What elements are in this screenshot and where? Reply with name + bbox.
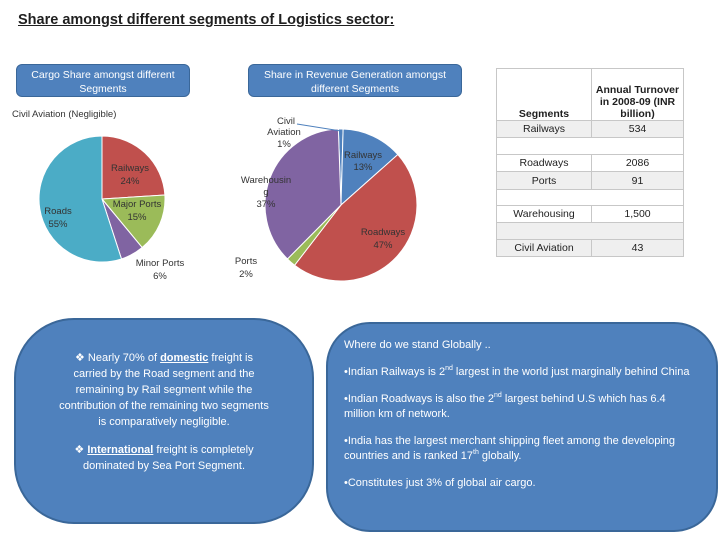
table-cell-segment: Roadways xyxy=(496,154,592,172)
pie2-value-warehousing: 37% xyxy=(256,199,276,210)
pie1-value-minor-ports: 6% xyxy=(153,271,167,282)
global-point-shipping: •India has the largest merchant shipping… xyxy=(344,435,676,462)
pie2-slice-warehousing xyxy=(264,128,342,260)
pie1-slice-roads xyxy=(38,135,123,263)
page-title: Share amongst different segments of Logi… xyxy=(18,12,395,28)
table-cell-value: 534 xyxy=(591,120,684,138)
pie2-slice-roadways xyxy=(293,153,418,282)
domestic-freight-panel: ❖ Nearly 70% of domestic freight is carr… xyxy=(14,318,314,524)
pie2-label-roadways: Roadways xyxy=(361,227,406,238)
table-cell-value: 2086 xyxy=(591,154,684,172)
global-point-air-cargo: •Constitutes just 3% of global air cargo… xyxy=(344,477,536,489)
pie2-label-warehousing-1: Warehousin xyxy=(241,175,291,186)
pie2-label-civil-aviation-2: Aviation xyxy=(267,127,301,138)
table-row: Railways 534 xyxy=(496,120,684,138)
pie2-value-roadways: 47% xyxy=(373,240,393,251)
table-cell-value: 1,500 xyxy=(591,205,684,223)
pie1-slice-major-ports xyxy=(100,194,166,249)
table-header-segments: Segments xyxy=(496,68,592,121)
domestic-freight-bullet: ❖ Nearly 70% of domestic freight is carr… xyxy=(59,352,269,428)
table-row: Ports 91 xyxy=(496,171,684,190)
table-cell-segment: Railways xyxy=(496,120,592,138)
pie1-value-major-ports: 15% xyxy=(127,212,147,223)
annual-turnover-table: Segments Annual Turnover in 2008-09 (INR… xyxy=(496,68,684,257)
global-point-railways: •Indian Railways is 2nd largest in the w… xyxy=(344,365,690,378)
table-header-turnover: Annual Turnover in 2008-09 (INR billion) xyxy=(591,68,684,121)
global-point-roadways: •Indian Roadways is also the 2nd largest… xyxy=(344,392,666,420)
pie1-value-railways: 24% xyxy=(120,176,140,187)
pie1-value-roads: 55% xyxy=(48,219,68,230)
pie1-label-minor-ports: Minor Ports xyxy=(136,258,185,269)
cargo-chart-title: Cargo Share amongst different Segments xyxy=(16,64,190,97)
pie2-label-railways: Railways xyxy=(344,150,382,161)
pie2-label-ports: Ports xyxy=(235,256,257,267)
pie1-label-major-ports: Major Ports xyxy=(113,199,162,210)
pie2-label-warehousing-2: g xyxy=(263,187,268,198)
global-standing-panel: Where do we stand Globally .. •Indian Ra… xyxy=(326,322,718,532)
table-row: Warehousing 1,500 xyxy=(496,205,684,223)
pie2-slice-railways xyxy=(340,128,399,207)
table-cell-value: 91 xyxy=(591,171,684,190)
cargo-share-pie xyxy=(38,135,166,263)
pie1-label-roads: Roads xyxy=(44,206,72,217)
diamond-bullet-icon: ❖ xyxy=(74,444,85,456)
pie2-value-railways: 13% xyxy=(353,162,373,173)
table-cell-segment: Civil Aviation xyxy=(496,239,592,257)
pie2-value-ports: 2% xyxy=(239,269,253,280)
international-freight-bullet: ❖ International freight is completely do… xyxy=(74,444,254,472)
civil-aviation-note: Civil Aviation (Negligible) xyxy=(12,109,116,120)
pie1-label-railways: Railways xyxy=(111,163,149,174)
pie1-slice-railways xyxy=(101,135,166,200)
civil-aviation-leader-line xyxy=(296,123,342,132)
pie2-value-civil-aviation: 1% xyxy=(277,139,291,150)
diamond-bullet-icon: ❖ xyxy=(74,352,85,364)
revenue-chart-title: Share in Revenue Generation amongst diff… xyxy=(248,64,462,97)
pie2-label-civil-aviation-1: Civil xyxy=(277,116,295,127)
table-row: Civil Aviation 43 xyxy=(496,239,684,257)
table-row: Roadways 2086 xyxy=(496,154,684,172)
table-cell-value: 43 xyxy=(591,239,684,257)
revenue-share-pie xyxy=(264,128,418,282)
table-cell-segment: Ports xyxy=(496,171,592,190)
global-heading: Where do we stand Globally .. xyxy=(344,339,491,351)
table-cell-segment: Warehousing xyxy=(496,205,592,223)
